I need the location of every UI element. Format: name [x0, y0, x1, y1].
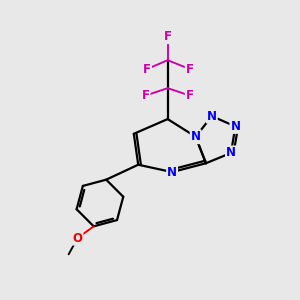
- Text: F: F: [143, 62, 151, 76]
- Text: O: O: [73, 232, 82, 244]
- Text: N: N: [190, 130, 201, 143]
- Text: F: F: [186, 62, 194, 76]
- Text: N: N: [167, 166, 177, 178]
- Text: N: N: [207, 110, 217, 123]
- Text: N: N: [226, 146, 236, 159]
- Text: N: N: [230, 120, 240, 133]
- Text: F: F: [142, 89, 150, 102]
- Text: F: F: [186, 89, 194, 102]
- Text: F: F: [164, 30, 172, 43]
